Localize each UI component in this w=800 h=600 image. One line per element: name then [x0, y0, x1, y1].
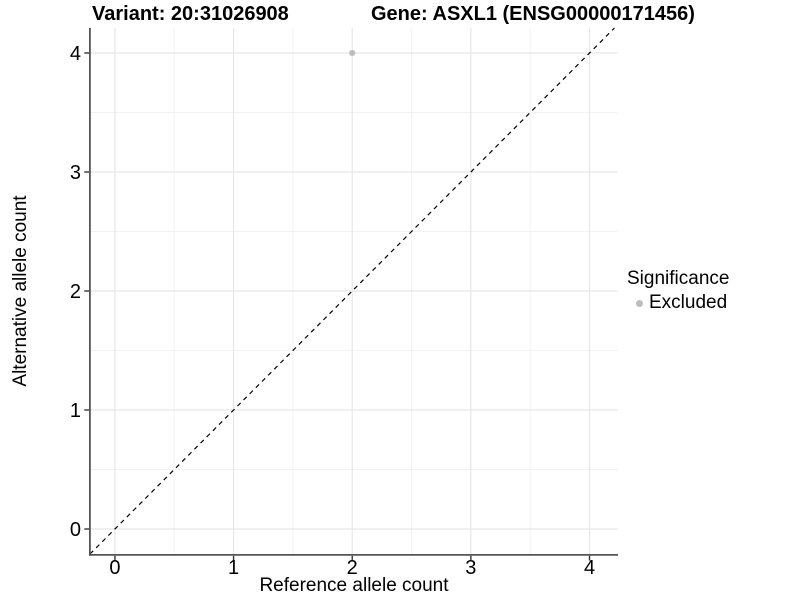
- y-tick-label: 3: [70, 162, 81, 184]
- legend-point-icon: [636, 299, 643, 307]
- y-tick-label: 1: [70, 400, 81, 422]
- legend-entry-excluded: Excluded: [627, 292, 729, 314]
- identity-line: [89, 27, 615, 555]
- y-tick-label: 0: [70, 519, 81, 541]
- x-tick-label: 3: [465, 557, 476, 579]
- legend-title: Significance: [627, 268, 730, 289]
- y-tick-label: 2: [70, 281, 81, 303]
- x-tick-label: 1: [228, 557, 239, 579]
- x-tick-label: 0: [109, 557, 120, 579]
- x-tick-label: 2: [347, 557, 358, 579]
- legend: Significance Excluded: [627, 268, 729, 314]
- y-axis-title: Alternative allele count: [10, 195, 31, 387]
- legend-entry-label: Excluded: [649, 292, 728, 313]
- x-tick-label: 4: [584, 557, 595, 579]
- gene-title: Gene: ASXL1 (ENSG00000171456): [371, 3, 695, 25]
- y-tick-label: 4: [70, 43, 81, 65]
- variant-title: Variant: 20:31026908: [92, 3, 289, 25]
- x-axis-title: Reference allele count: [259, 575, 449, 596]
- data-point: [349, 49, 356, 57]
